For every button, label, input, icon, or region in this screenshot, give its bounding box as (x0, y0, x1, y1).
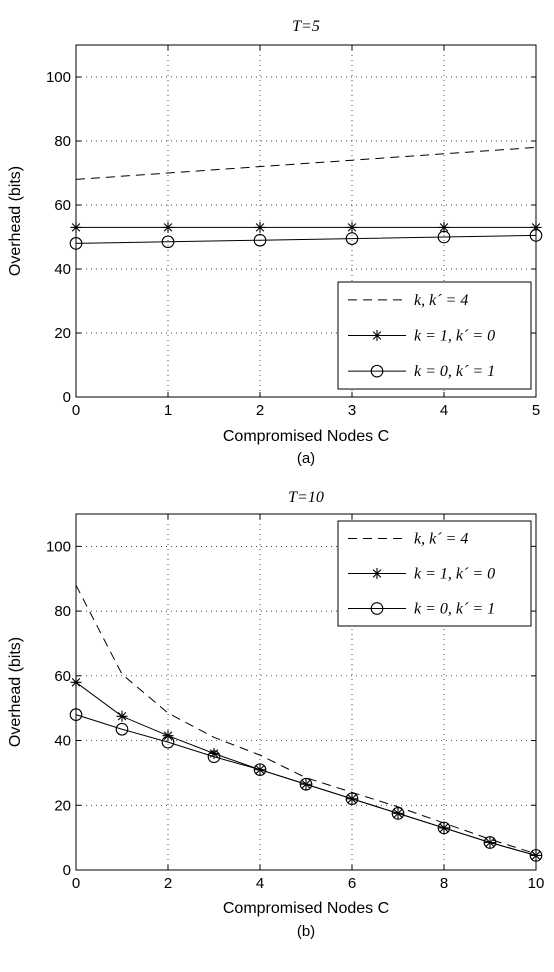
data-point (437, 821, 451, 835)
x-tick-label: 8 (440, 875, 448, 892)
legend-marker (370, 364, 384, 378)
data-point (253, 763, 267, 777)
x-tick-label: 5 (532, 402, 540, 419)
x-tick-label: 2 (164, 875, 172, 892)
data-point (161, 735, 175, 749)
legend-entry: k = 0, k´ = 1 (414, 601, 495, 618)
data-point (299, 777, 313, 791)
data-point (346, 221, 358, 233)
legend-entry: k = 1, k´ = 0 (414, 566, 495, 583)
ticks: 0 1 2 3 4 5 0 20 40 60 80 100 (46, 45, 540, 419)
y-tick-label: 100 (46, 69, 71, 86)
series-0 (75, 584, 537, 855)
legend-entry: k = 0, k´ = 1 (414, 363, 495, 380)
y-tick-label: 0 (63, 862, 71, 879)
legend: k, k´ = 4 k = 1, k´ = 0 k = 0, k´ = 1 (337, 281, 532, 390)
data-point (253, 233, 267, 247)
y-tick-label: 80 (54, 603, 71, 620)
data-point (529, 849, 543, 862)
x-tick-label: 0 (72, 402, 80, 419)
series-1 (70, 221, 542, 233)
data-point (207, 750, 221, 764)
legend-entry: k, k´ = 4 (414, 292, 468, 309)
plot-area-frame (75, 513, 537, 871)
data-point (530, 221, 542, 233)
data-point (438, 221, 450, 233)
chart-panel-a: 0 1 2 3 4 5 0 20 40 60 80 100 T=5 Compromised Nodes C… (7, 18, 543, 467)
data-point (161, 235, 175, 249)
data-point (345, 232, 359, 245)
x-tick-label: 4 (440, 402, 448, 419)
plot-area-frame (75, 44, 537, 398)
data-point (70, 676, 82, 688)
data-point (437, 230, 451, 244)
x-tick-label: 2 (256, 402, 264, 419)
y-tick-label: 40 (54, 261, 71, 278)
series-line (75, 681, 537, 856)
data-point (162, 730, 174, 742)
legend-entry: k = 1, k´ = 0 (414, 328, 495, 345)
x-tick-label: 6 (348, 875, 356, 892)
data-point (69, 708, 83, 722)
data-point (345, 792, 359, 806)
x-tick-label: 0 (72, 875, 80, 892)
series-line (75, 584, 537, 855)
series-0 (75, 146, 537, 180)
x-axis-label: Compromised Nodes C (223, 900, 389, 917)
x-tick-label: 1 (164, 402, 172, 419)
data-point (69, 237, 83, 250)
legend: k, k´ = 4 k = 1, k´ = 0 k = 0, k´ = 1 (337, 520, 532, 627)
y-tick-label: 20 (54, 797, 71, 814)
panel-caption: (b) (297, 923, 315, 940)
chart-title: T=10 (288, 489, 324, 506)
x-axis-label: Compromised Nodes C (223, 428, 389, 445)
data-point (529, 229, 543, 242)
data-point (208, 747, 220, 759)
gridlines (76, 45, 536, 397)
y-tick-label: 20 (54, 325, 71, 342)
data-point (483, 836, 497, 849)
legend-marker (370, 602, 384, 615)
y-tick-label: 60 (54, 197, 71, 214)
data-point (162, 221, 174, 233)
data-point (254, 221, 266, 233)
x-tick-label: 4 (256, 875, 264, 892)
y-tick-label: 40 (54, 733, 71, 750)
y-tick-label: 0 (63, 389, 71, 406)
y-axis-label: Overhead (bits) (7, 637, 24, 747)
legend-marker (371, 330, 383, 341)
series-2 (69, 708, 543, 862)
chart-title: T=5 (292, 18, 320, 35)
gridlines (76, 514, 536, 870)
data-point (391, 807, 405, 820)
x-tick-label: 10 (528, 875, 545, 892)
data-point (115, 722, 129, 736)
legend-marker (371, 568, 383, 579)
legend-entry: k, k´ = 4 (414, 531, 468, 548)
panel-caption: (a) (297, 450, 315, 467)
data-point (70, 221, 82, 233)
series-1 (70, 676, 542, 861)
series-line (75, 234, 537, 244)
y-tick-label: 100 (46, 538, 71, 555)
y-tick-label: 60 (54, 668, 71, 685)
series-2 (69, 229, 543, 250)
x-tick-label: 3 (348, 402, 356, 419)
y-tick-label: 80 (54, 133, 71, 150)
series-line (75, 146, 537, 180)
y-axis-label: Overhead (bits) (7, 166, 24, 276)
data-point (116, 710, 128, 722)
series-line (75, 714, 537, 856)
